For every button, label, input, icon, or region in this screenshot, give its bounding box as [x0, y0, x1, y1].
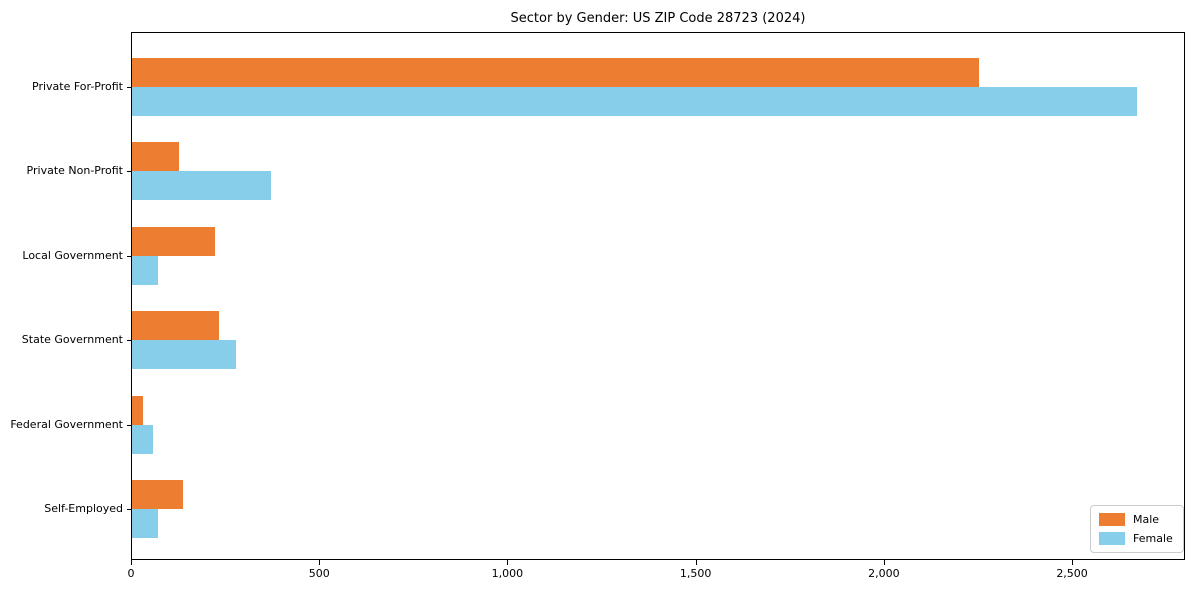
y-tick-mark	[127, 340, 131, 342]
x-tick-mark	[319, 560, 321, 565]
category-label: Private For-Profit	[32, 80, 123, 93]
bar-female-1	[132, 171, 271, 201]
x-tick-label: 2,000	[868, 567, 900, 580]
bar-male-2	[132, 226, 215, 256]
bar-male-4	[132, 395, 143, 425]
chart-title: Sector by Gender: US ZIP Code 28723 (202…	[510, 11, 806, 26]
plot-area	[131, 32, 1185, 560]
category-label: Private Non-Profit	[26, 164, 123, 178]
legend-item-male: Male	[1099, 513, 1173, 526]
x-tick-mark	[695, 560, 697, 565]
x-tick-mark	[131, 560, 132, 565]
y-tick-mark	[127, 87, 131, 88]
bar-female-4	[132, 424, 153, 454]
bar-male-1	[132, 142, 179, 172]
bar-female-2	[132, 255, 158, 285]
bar-male-3	[132, 311, 219, 341]
category-label: Federal Government	[10, 417, 123, 431]
category-label: Self-Employed	[44, 502, 123, 515]
x-tick-mark	[507, 560, 509, 565]
bar-female-0	[132, 87, 1137, 116]
bar-female-5	[132, 509, 158, 538]
y-tick-mark	[127, 424, 131, 426]
x-tick-mark	[1072, 560, 1074, 565]
legend-item-female: Female	[1099, 532, 1173, 545]
x-tick-label: 1,500	[679, 567, 712, 580]
y-tick-mark	[127, 255, 131, 257]
bar-male-5	[132, 480, 183, 509]
legend-label-female: Female	[1133, 532, 1173, 545]
y-tick-mark	[127, 509, 131, 510]
male-color-swatch	[1099, 513, 1125, 526]
x-tick-label: 0	[127, 567, 135, 580]
legend-label-male: Male	[1133, 513, 1160, 526]
x-tick-label: 2,500	[1056, 567, 1088, 580]
bar-female-3	[132, 340, 236, 370]
female-color-swatch	[1099, 532, 1125, 545]
category-label: State Government	[21, 333, 123, 347]
bar-male-0	[132, 58, 979, 87]
legend: Male Female	[1090, 505, 1184, 553]
x-tick-mark	[883, 560, 885, 565]
x-tick-label: 1,000	[491, 567, 524, 580]
category-label: Local Government	[22, 248, 123, 262]
y-tick-mark	[127, 171, 131, 173]
x-tick-label: 500	[308, 567, 330, 580]
